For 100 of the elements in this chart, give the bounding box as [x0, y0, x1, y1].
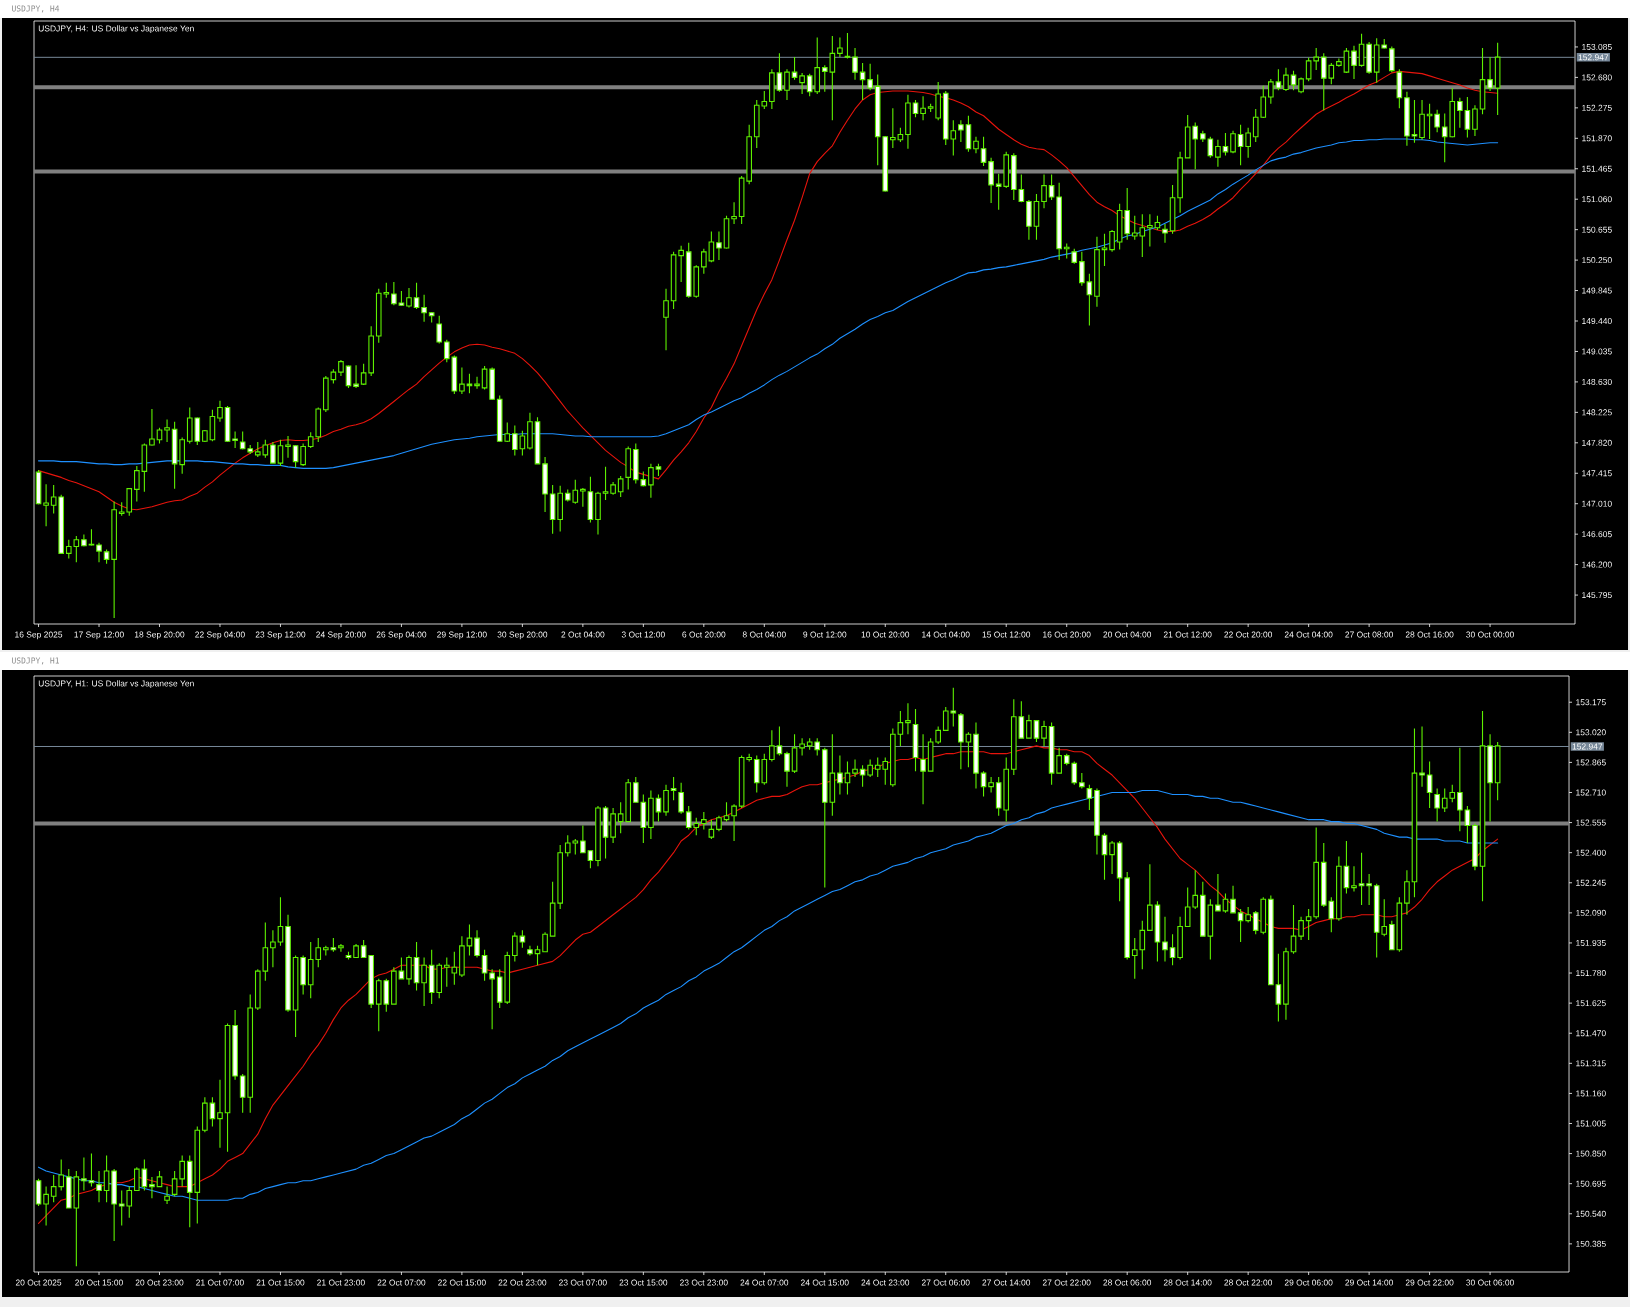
candlestick — [1487, 56, 1493, 92]
candlestick — [980, 136, 987, 167]
candlestick — [527, 412, 533, 451]
candlestick — [1434, 788, 1440, 823]
candlestick — [43, 483, 49, 527]
candlestick — [1222, 132, 1229, 157]
y-tick-label: 147.820 — [1582, 439, 1612, 446]
candlestick — [852, 758, 858, 778]
candlestick — [958, 119, 964, 143]
x-tick-label: 23 Sep 12:00 — [255, 631, 306, 640]
candlestick — [103, 1154, 110, 1203]
candlestick — [663, 784, 669, 817]
candlestick — [1215, 139, 1221, 168]
candlestick — [716, 230, 722, 261]
candlestick — [837, 755, 843, 795]
candlestick — [625, 446, 632, 490]
candlestick — [1177, 151, 1183, 214]
candlestick — [277, 896, 284, 947]
candlestick — [708, 819, 715, 840]
candlestick — [988, 776, 994, 794]
x-tick-label: 27 Oct 22:00 — [1042, 1279, 1091, 1286]
y-tick-label: 152.555 — [1576, 819, 1606, 826]
candlestick — [300, 443, 306, 467]
x-tick-label: 28 Oct 16:00 — [1405, 631, 1454, 638]
candlestick — [43, 1186, 49, 1226]
candlestick — [413, 282, 420, 310]
y-tick-label: 151.470 — [1576, 1030, 1606, 1037]
candlestick — [1336, 58, 1342, 68]
candlestick — [111, 500, 117, 619]
candlestick — [1086, 784, 1093, 811]
candlestick — [1222, 892, 1229, 914]
candlestick — [920, 733, 926, 805]
candlestick — [852, 47, 858, 81]
candlestick — [980, 770, 987, 797]
candlestick — [655, 463, 662, 477]
candlestick — [81, 1156, 87, 1192]
y-tick-label: 148.225 — [1582, 409, 1612, 416]
x-tick-label: 21 Oct 15:00 — [256, 1279, 305, 1286]
x-tick-label: 21 Oct 12:00 — [1163, 631, 1212, 638]
y-tick-label: 152.275 — [1582, 104, 1612, 111]
y-tick-label: 150.540 — [1576, 1210, 1606, 1217]
candlestick — [353, 364, 359, 389]
y-tick-label: 152.090 — [1576, 909, 1606, 916]
y-tick-label: 151.465 — [1582, 165, 1612, 172]
candlestick — [96, 1170, 102, 1203]
y-tick-label: 151.005 — [1576, 1120, 1606, 1127]
x-tick-label: 30 Oct 00:00 — [1466, 631, 1514, 638]
candlestick — [580, 824, 586, 854]
x-tick-label: 22 Oct 15:00 — [438, 1279, 486, 1286]
candlestick — [731, 803, 737, 842]
candlestick — [1343, 47, 1350, 74]
candlestick — [164, 418, 170, 443]
candlestick — [353, 943, 359, 959]
x-tick-label: 8 Oct 04:00 — [742, 631, 786, 638]
candlestick — [406, 955, 412, 986]
x-tick-label: 28 Oct 22:00 — [1224, 1279, 1273, 1286]
y-tick-label: 152.710 — [1576, 789, 1606, 796]
candlestick — [300, 955, 306, 995]
x-tick-label: 9 Oct 12:00 — [803, 631, 847, 638]
candlestick — [1094, 236, 1100, 308]
candlestick — [1351, 865, 1357, 893]
y-tick-label: 153.085 — [1582, 43, 1612, 50]
x-tick-label: 10 Oct 20:00 — [861, 631, 910, 638]
candlestick — [1290, 904, 1297, 955]
candlestick — [1094, 788, 1100, 856]
x-tick-label: 29 Sep 12:00 — [437, 631, 487, 640]
x-tick-label: 20 Oct 2025 — [15, 1279, 62, 1286]
candlestick — [1404, 91, 1410, 147]
x-tick-label: 18 Sep 20:00 — [134, 631, 185, 640]
candlestick — [1026, 714, 1032, 739]
x-tick-label: 3 Oct 12:00 — [621, 631, 665, 638]
candlestick — [88, 1153, 95, 1188]
candlestick — [1290, 70, 1297, 91]
x-tick-label: 24 Oct 15:00 — [800, 1279, 849, 1286]
candlestick — [1283, 947, 1289, 1021]
y-tick-label: 153.020 — [1576, 729, 1606, 736]
candlestick — [595, 491, 601, 536]
candlestick — [466, 923, 473, 957]
candlestick — [973, 136, 979, 154]
candlestick — [428, 311, 435, 324]
candlestick — [663, 288, 669, 351]
candlestick — [1472, 823, 1478, 871]
y-tick-label: 152.400 — [1576, 849, 1606, 856]
candlestick — [1366, 873, 1372, 906]
candlestick — [988, 157, 994, 204]
candlestick — [1162, 223, 1168, 244]
candlestick — [1419, 725, 1425, 788]
x-tick-label: 22 Sep 04:00 — [195, 631, 245, 640]
x-tick-label: 14 Oct 04:00 — [922, 631, 970, 638]
candlestick — [731, 201, 737, 225]
y-tick-label: 152.865 — [1576, 759, 1606, 766]
candlestick — [96, 542, 102, 563]
candlestick — [421, 956, 427, 1007]
candlestick — [791, 733, 798, 774]
x-tick-label: 26 Sep 04:00 — [376, 631, 427, 640]
y-tick-label: 147.010 — [1582, 500, 1612, 507]
candlestick — [1041, 173, 1047, 209]
candlestick — [965, 731, 972, 768]
candlestick — [1411, 99, 1418, 144]
x-tick-label: 22 Oct 23:00 — [498, 1279, 547, 1286]
